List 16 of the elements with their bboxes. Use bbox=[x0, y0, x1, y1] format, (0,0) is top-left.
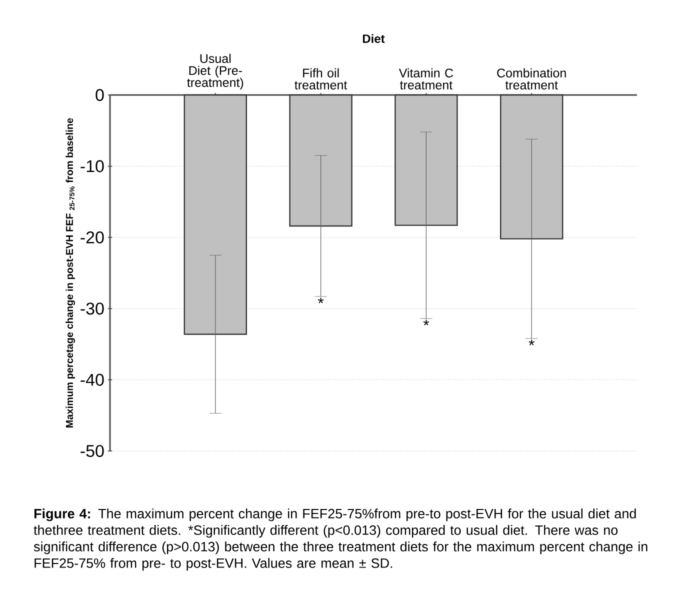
annotation: * bbox=[318, 298, 324, 304]
x-axis-title: Diet bbox=[362, 34, 385, 43]
x-tick-label: Fifh oil treatment bbox=[294, 68, 348, 90]
y-tick-label: -50 bbox=[80, 444, 104, 458]
x-tick-label: Combination treatment bbox=[497, 68, 566, 90]
annotation: * bbox=[528, 340, 534, 346]
y-axis-title: Maximum percetage change in post-EVH FEF $_{25-75%}$ from baseline bbox=[66, 118, 76, 428]
text: Figure 4: The maximum percent change in FEF25-75%from pre-to post-EVH for the usual diet and thethree treatment diets. *Significantly different (p<0.013) compared to usual diet. There was no significant difference (p>0.013) between the three treatment diets for the maximum percent change in FEF25-75% from pre- to post-EVH. Values are mean ± SD. bbox=[34, 508, 648, 571]
annotation: * bbox=[423, 320, 430, 326]
y-tick-label: 0 bbox=[96, 88, 104, 102]
x-tick-label: Usual Diet (Pre-treatment) bbox=[187, 54, 244, 90]
y-tick-label: -10 bbox=[80, 160, 104, 172]
y-tick-label: -20 bbox=[80, 231, 104, 244]
y-tick-label: -40 bbox=[80, 374, 104, 386]
x-tick-label: Vitamin C treatment bbox=[398, 68, 454, 90]
y-tick-label: -30 bbox=[80, 302, 104, 315]
